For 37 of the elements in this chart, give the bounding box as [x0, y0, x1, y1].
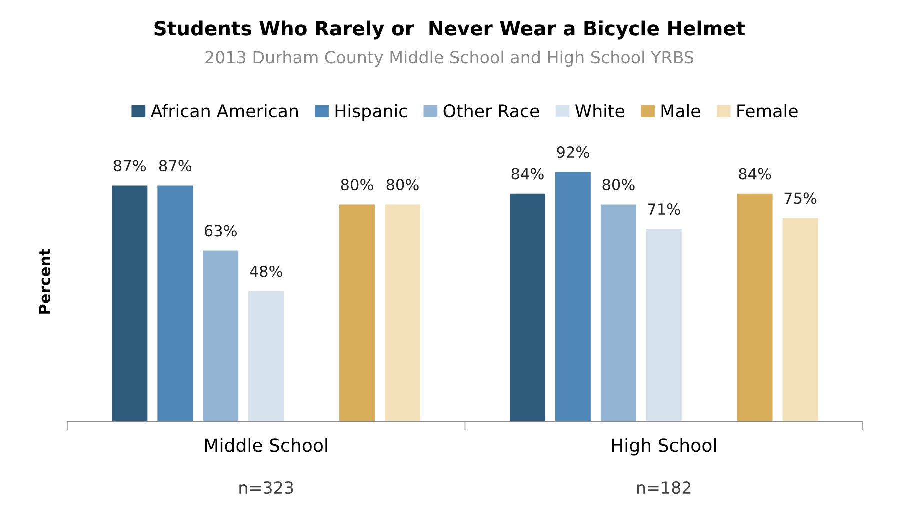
legend-label: Male — [662, 104, 700, 118]
data-label: 63% — [204, 225, 237, 237]
bar — [340, 204, 375, 422]
data-label: 80% — [386, 179, 419, 191]
data-label: 84% — [512, 168, 544, 180]
data-label: 80% — [341, 179, 374, 191]
data-label: 84% — [739, 168, 772, 180]
data-label: 92% — [557, 146, 590, 158]
x-tick-label: Middle School — [205, 438, 328, 452]
data-label: 48% — [250, 266, 282, 278]
text: n=323 — [240, 481, 294, 494]
bar — [646, 229, 682, 422]
bar — [782, 218, 818, 422]
data-label: 75% — [784, 192, 817, 204]
data-label: 71% — [648, 203, 680, 216]
bar — [555, 172, 591, 422]
bar — [384, 204, 420, 422]
bar — [158, 186, 194, 422]
chart-subtitle: 2013 Durham County Middle School and High School YRBS — [206, 50, 694, 67]
text: n=182 — [637, 481, 691, 494]
bar — [510, 194, 546, 422]
legend-label: Female — [738, 104, 798, 118]
legend-label: Other Race — [444, 104, 540, 118]
chart-title: Students Who Rarely or Never Wear a Bicycle Helmet — [154, 20, 746, 40]
bar — [203, 250, 239, 422]
bar — [600, 204, 636, 422]
bar — [112, 186, 148, 422]
legend-label: White — [576, 104, 624, 118]
data-label: 87% — [159, 160, 192, 172]
data-label: 87% — [114, 160, 146, 172]
x-tick-label: High School — [612, 438, 716, 456]
legend-label: Hispanic — [336, 104, 408, 122]
y-axis-title: Percent — [39, 248, 51, 314]
bar — [248, 291, 284, 422]
legend-label: African American — [150, 104, 298, 118]
data-label: 80% — [602, 179, 635, 191]
bar — [737, 194, 773, 422]
